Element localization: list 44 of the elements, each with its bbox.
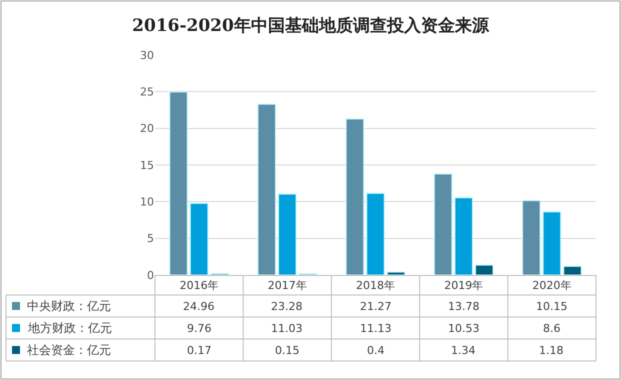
y-tick-label: 20 bbox=[140, 122, 154, 136]
chart-title: 2016-2020年中国基础地质调查投入资金来源 bbox=[132, 16, 490, 36]
data-label: 0.17 bbox=[187, 344, 212, 357]
data-label: 10.15 bbox=[536, 300, 568, 313]
bar bbox=[522, 200, 541, 275]
bar bbox=[190, 202, 208, 275]
y-tick-label: 5 bbox=[147, 232, 154, 246]
bar bbox=[257, 104, 276, 275]
x-tick-label: 2016年 bbox=[180, 279, 219, 292]
data-label: 13.78 bbox=[448, 300, 480, 313]
x-tick-label: 2020年 bbox=[532, 279, 572, 292]
y-tick-label: 25 bbox=[140, 86, 154, 99]
bar bbox=[475, 264, 494, 275]
data-label: 0.15 bbox=[275, 344, 300, 357]
bar bbox=[346, 118, 364, 275]
x-tick-label: 2018年 bbox=[356, 279, 395, 292]
bar bbox=[563, 266, 582, 275]
x-tick-label: 2019年 bbox=[444, 279, 484, 292]
data-label: 24.96 bbox=[183, 300, 214, 313]
data-label: 0.4 bbox=[367, 344, 384, 357]
bar bbox=[454, 197, 473, 275]
bar bbox=[366, 192, 385, 275]
data-label: 23.28 bbox=[271, 300, 302, 313]
bar bbox=[278, 194, 297, 275]
y-tick-label: 30 bbox=[140, 48, 154, 62]
legend-label: 社会资金：亿元 bbox=[27, 343, 111, 357]
data-label: 9.76 bbox=[187, 322, 212, 335]
bar bbox=[434, 173, 452, 275]
legend-label: 地方财政：亿元 bbox=[27, 321, 112, 335]
bar bbox=[169, 91, 188, 275]
data-label: 21.27 bbox=[360, 300, 392, 313]
data-label: 8.6 bbox=[543, 322, 560, 335]
x-tick-label: 2017年 bbox=[268, 279, 307, 292]
legend-label: 中央财政：亿元 bbox=[27, 299, 111, 313]
y-tick-label: 10 bbox=[140, 196, 154, 209]
data-label: 11.13 bbox=[360, 322, 392, 335]
data-label: 10.53 bbox=[448, 322, 480, 335]
bar bbox=[542, 211, 562, 275]
data-label: 11.03 bbox=[271, 322, 302, 335]
data-label: 1.34 bbox=[451, 344, 476, 357]
bar bbox=[386, 272, 406, 275]
y-tick-label: 15 bbox=[140, 158, 154, 172]
data-label: 1.18 bbox=[539, 344, 564, 357]
y-tick-label: 0 bbox=[147, 268, 154, 282]
